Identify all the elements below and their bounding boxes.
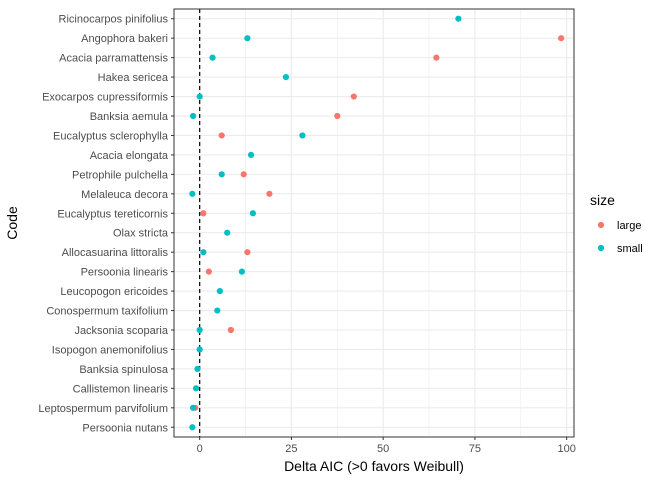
y-tick-label: Leptospermum parvifolium <box>38 403 168 415</box>
legend-key-small <box>597 244 605 252</box>
y-tick-label: Leucopogon ericoides <box>60 286 168 298</box>
major-gridlines <box>174 9 574 437</box>
data-point-small <box>238 268 245 275</box>
x-axis-ticks: 0 25 50 75 100 <box>197 437 576 455</box>
y-tick-label: Callistemon linearis <box>73 383 169 395</box>
data-point-large <box>240 171 247 178</box>
data-point-large <box>218 132 225 139</box>
data-point-large <box>244 249 251 256</box>
data-point-small <box>455 15 462 22</box>
y-tick-label: Angophora bakeri <box>81 33 168 45</box>
data-point-large <box>558 35 565 42</box>
data-point-large <box>334 112 341 120</box>
legend-title: size <box>590 192 615 208</box>
x-tick-label: 50 <box>377 443 389 455</box>
data-point-small <box>194 365 201 373</box>
data-point-small <box>249 210 256 217</box>
x-tick-label: 0 <box>197 443 203 455</box>
y-tick-label: Acacia elongata <box>90 150 169 162</box>
data-point-small <box>200 249 207 256</box>
x-tick-label: 100 <box>557 443 575 455</box>
data-point-small <box>216 287 223 295</box>
x-tick-label: 75 <box>469 443 481 455</box>
y-tick-label: Banksia spinulosa <box>79 364 169 376</box>
y-tick-label: Eucalyptus sclerophylla <box>53 130 169 142</box>
data-point-small <box>189 404 197 411</box>
y-tick-label: Acacia parramattensis <box>59 53 168 65</box>
y-tick-label: Melaleuca decora <box>81 189 169 201</box>
y-tick-label: Exocarpos cupressiformis <box>42 92 168 104</box>
plot-panel-border <box>173 8 575 438</box>
y-tick-label: Eucalyptus tereticornis <box>57 208 168 220</box>
y-tick-label: Ricinocarpos pinifolius <box>59 14 169 26</box>
data-point-small <box>196 326 203 334</box>
data-points <box>189 15 565 431</box>
legend: size large small <box>590 192 643 255</box>
data-point-large <box>200 210 207 217</box>
data-point-large <box>205 268 212 275</box>
y-tick-label: Persoonia nutans <box>82 422 168 434</box>
x-tick-label: 25 <box>285 443 297 455</box>
y-tick-label: Allocasuarina littoralis <box>62 247 169 259</box>
data-point-small <box>209 54 216 61</box>
legend-key-large <box>597 221 605 229</box>
data-point-small <box>189 112 197 120</box>
data-point-small <box>244 35 251 42</box>
y-tick-label: Isopogon anemonifolius <box>52 344 169 356</box>
minor-gridlines <box>245 9 522 437</box>
data-point-small <box>214 307 221 314</box>
data-point-small <box>189 190 196 197</box>
y-tick-label: Persoonia linearis <box>81 267 169 279</box>
y-axis-ticks: Ricinocarpos pinifolius Angophora bakeri A… <box>38 14 174 434</box>
y-tick-label: Hakea sericea <box>98 72 169 84</box>
data-point-large <box>433 54 440 61</box>
data-point-small <box>192 385 200 392</box>
legend-label-large: large <box>617 220 641 232</box>
data-point-small <box>196 93 203 100</box>
plot-background <box>174 9 574 437</box>
data-point-small <box>196 346 203 353</box>
data-point-small <box>247 151 255 159</box>
data-point-small <box>282 73 290 81</box>
x-axis-title: Delta AIC (>0 favors Weibull) <box>284 458 464 474</box>
y-axis-title: Code <box>4 206 20 240</box>
data-point-small <box>224 229 231 236</box>
data-point-small <box>189 424 196 431</box>
data-point-small <box>218 171 225 178</box>
y-tick-label: Jacksonia scoparia <box>74 325 168 337</box>
data-point-large <box>227 326 234 334</box>
data-point-large <box>266 190 273 197</box>
data-point-small <box>299 132 306 139</box>
y-tick-label: Conospermum taxifolium <box>46 306 168 318</box>
y-tick-label: Petrophile pulchella <box>72 169 169 181</box>
y-tick-label: Olax stricta <box>113 228 169 240</box>
y-tick-label: Banksia aemula <box>90 111 169 123</box>
data-point-large <box>350 93 357 100</box>
legend-label-small: small <box>617 243 643 255</box>
